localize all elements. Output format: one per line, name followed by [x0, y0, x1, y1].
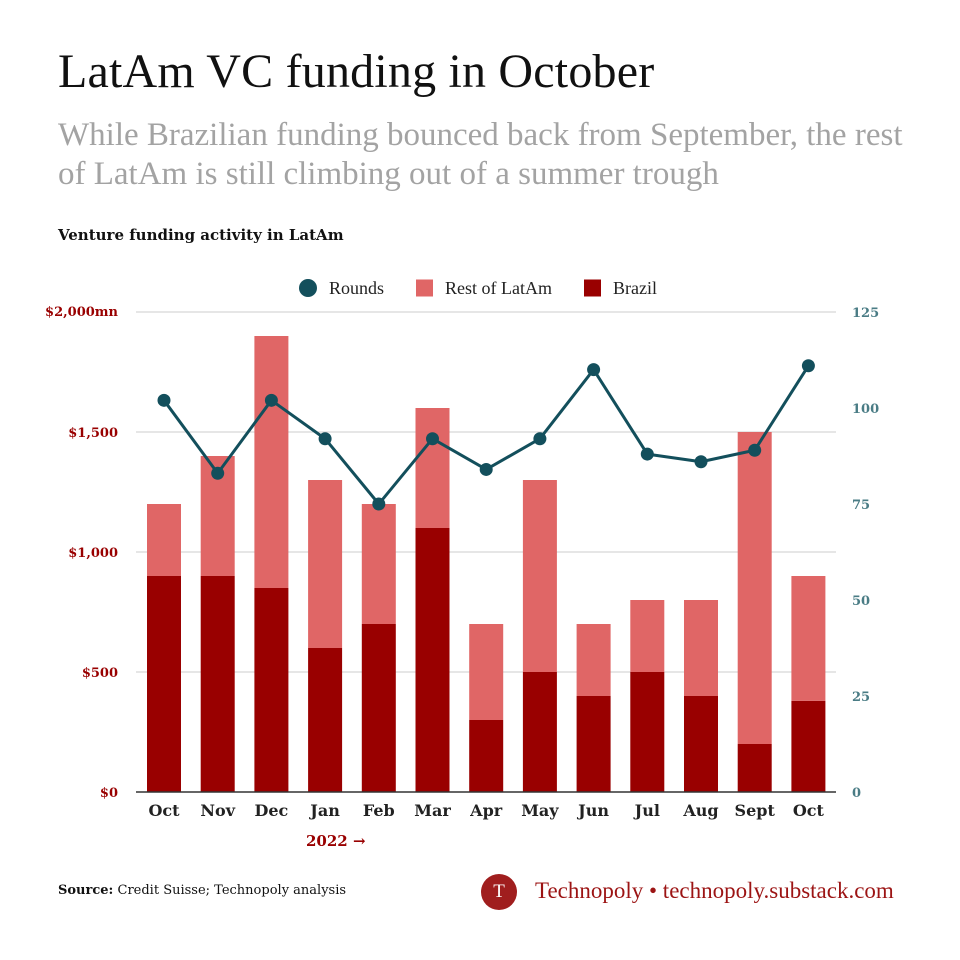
- rounds-point: [801, 359, 815, 373]
- legend-swatch: [584, 279, 601, 297]
- legend-label: Rounds: [329, 278, 384, 298]
- grid-lines: [136, 311, 836, 673]
- rounds-line: [157, 359, 815, 511]
- source-text: Credit Suisse; Technopoly analysis: [117, 883, 347, 898]
- bar-rest-of-latam: [576, 624, 611, 696]
- chart-heading: Venture funding activity in LatAm: [58, 226, 344, 244]
- bar-brazil: [791, 700, 826, 792]
- bar-brazil: [737, 744, 772, 792]
- bar-rest-of-latam: [737, 432, 772, 744]
- x-tick-label: Mar: [414, 801, 451, 820]
- axes: $0 $500 $1,000 $1,500 $2,000mn 0 25 50 75 100 125 O…: [45, 305, 879, 850]
- x-tick-label: Nov: [200, 801, 235, 820]
- rounds-point: [426, 432, 439, 446]
- left-axis-tick-label: $500: [82, 666, 118, 681]
- x-tick-label: Jun: [576, 801, 609, 820]
- bar-brazil: [522, 672, 557, 792]
- bar-brazil: [147, 576, 181, 792]
- bar-rest-of-latam: [684, 600, 718, 696]
- left-axis-tick-label: $2,000mn: [45, 305, 119, 320]
- bar-rest-of-latam: [308, 480, 343, 648]
- x-tick-label: Jan: [308, 801, 340, 820]
- right-axis-tick-label: 100: [852, 402, 879, 417]
- left-axis-tick-label: $0: [100, 786, 118, 801]
- bar-brazil: [415, 528, 450, 792]
- x-tick-label: Sept: [735, 801, 776, 820]
- right-axis-tick-label: 50: [852, 594, 870, 609]
- x-tick-label: Dec: [255, 801, 289, 820]
- legend-label: Brazil: [613, 278, 657, 298]
- x-tick-label: Oct: [793, 801, 825, 820]
- bar-brazil: [576, 696, 611, 792]
- bar-rest-of-latam: [469, 624, 504, 720]
- rounds-point: [479, 462, 493, 476]
- chart-subtitle: While Brazilian funding bounced back fro…: [58, 117, 903, 192]
- rounds-point: [640, 447, 654, 461]
- rounds-point: [318, 432, 332, 446]
- bar-rest-of-latam: [522, 480, 557, 672]
- left-axis-tick-label: $1,000: [68, 546, 118, 561]
- chart-title: LatAm VC funding in October: [58, 45, 655, 98]
- source-note: Source: Credit Suisse; Technopoly analys…: [58, 883, 346, 898]
- legend-swatch: [416, 279, 433, 297]
- year-annotation: 2022 →: [306, 832, 366, 850]
- x-tick-label: May: [521, 801, 559, 820]
- rounds-point: [748, 443, 762, 457]
- rounds-point: [157, 393, 171, 407]
- x-tick-label: Feb: [363, 801, 395, 820]
- right-axis-tick-label: 25: [852, 690, 870, 705]
- x-tick-label: Apr: [469, 801, 503, 820]
- right-axis-tick-label: 75: [852, 498, 870, 513]
- left-axis-tick-label: $1,500: [68, 426, 118, 441]
- legend: Rounds Rest of LatAm Brazil: [299, 278, 657, 298]
- brand-link[interactable]: Technopoly • technopoly.substack.com: [535, 878, 894, 903]
- rounds-point: [264, 393, 278, 407]
- legend-label: Rest of LatAm: [445, 278, 552, 298]
- bar-brazil: [630, 672, 665, 792]
- bar-rest-of-latam: [147, 504, 181, 576]
- right-axis-tick-label: 125: [852, 306, 879, 321]
- funding-chart: $0 $500 $1,000 $1,500 $2,000mn 0 25 50 75 100 125 O…: [45, 278, 879, 850]
- bar-brazil: [254, 588, 289, 792]
- technopoly-logo: T: [481, 874, 517, 910]
- rounds-point: [533, 432, 547, 446]
- bar-brazil: [684, 696, 718, 792]
- bar-brazil: [200, 576, 235, 792]
- bars: [147, 336, 826, 792]
- x-tick-label: Aug: [682, 801, 718, 820]
- bar-rest-of-latam: [254, 336, 289, 588]
- rounds-point: [694, 455, 708, 469]
- rounds-point: [211, 466, 225, 480]
- right-axis-tick-label: 0: [852, 786, 861, 801]
- bar-rest-of-latam: [791, 576, 826, 701]
- rounds-point: [372, 497, 386, 511]
- bar-rest-of-latam: [361, 504, 396, 624]
- bar-brazil: [308, 648, 343, 792]
- bar-rest-of-latam: [415, 408, 450, 528]
- legend-rounds-swatch: [299, 279, 317, 297]
- bar-brazil: [361, 624, 396, 792]
- x-tick-label: Jul: [633, 801, 660, 820]
- bar-brazil: [469, 720, 504, 792]
- source-label: Source:: [58, 883, 114, 898]
- bar-rest-of-latam: [630, 600, 665, 672]
- x-tick-label: Oct: [148, 801, 180, 820]
- rounds-point: [587, 363, 601, 377]
